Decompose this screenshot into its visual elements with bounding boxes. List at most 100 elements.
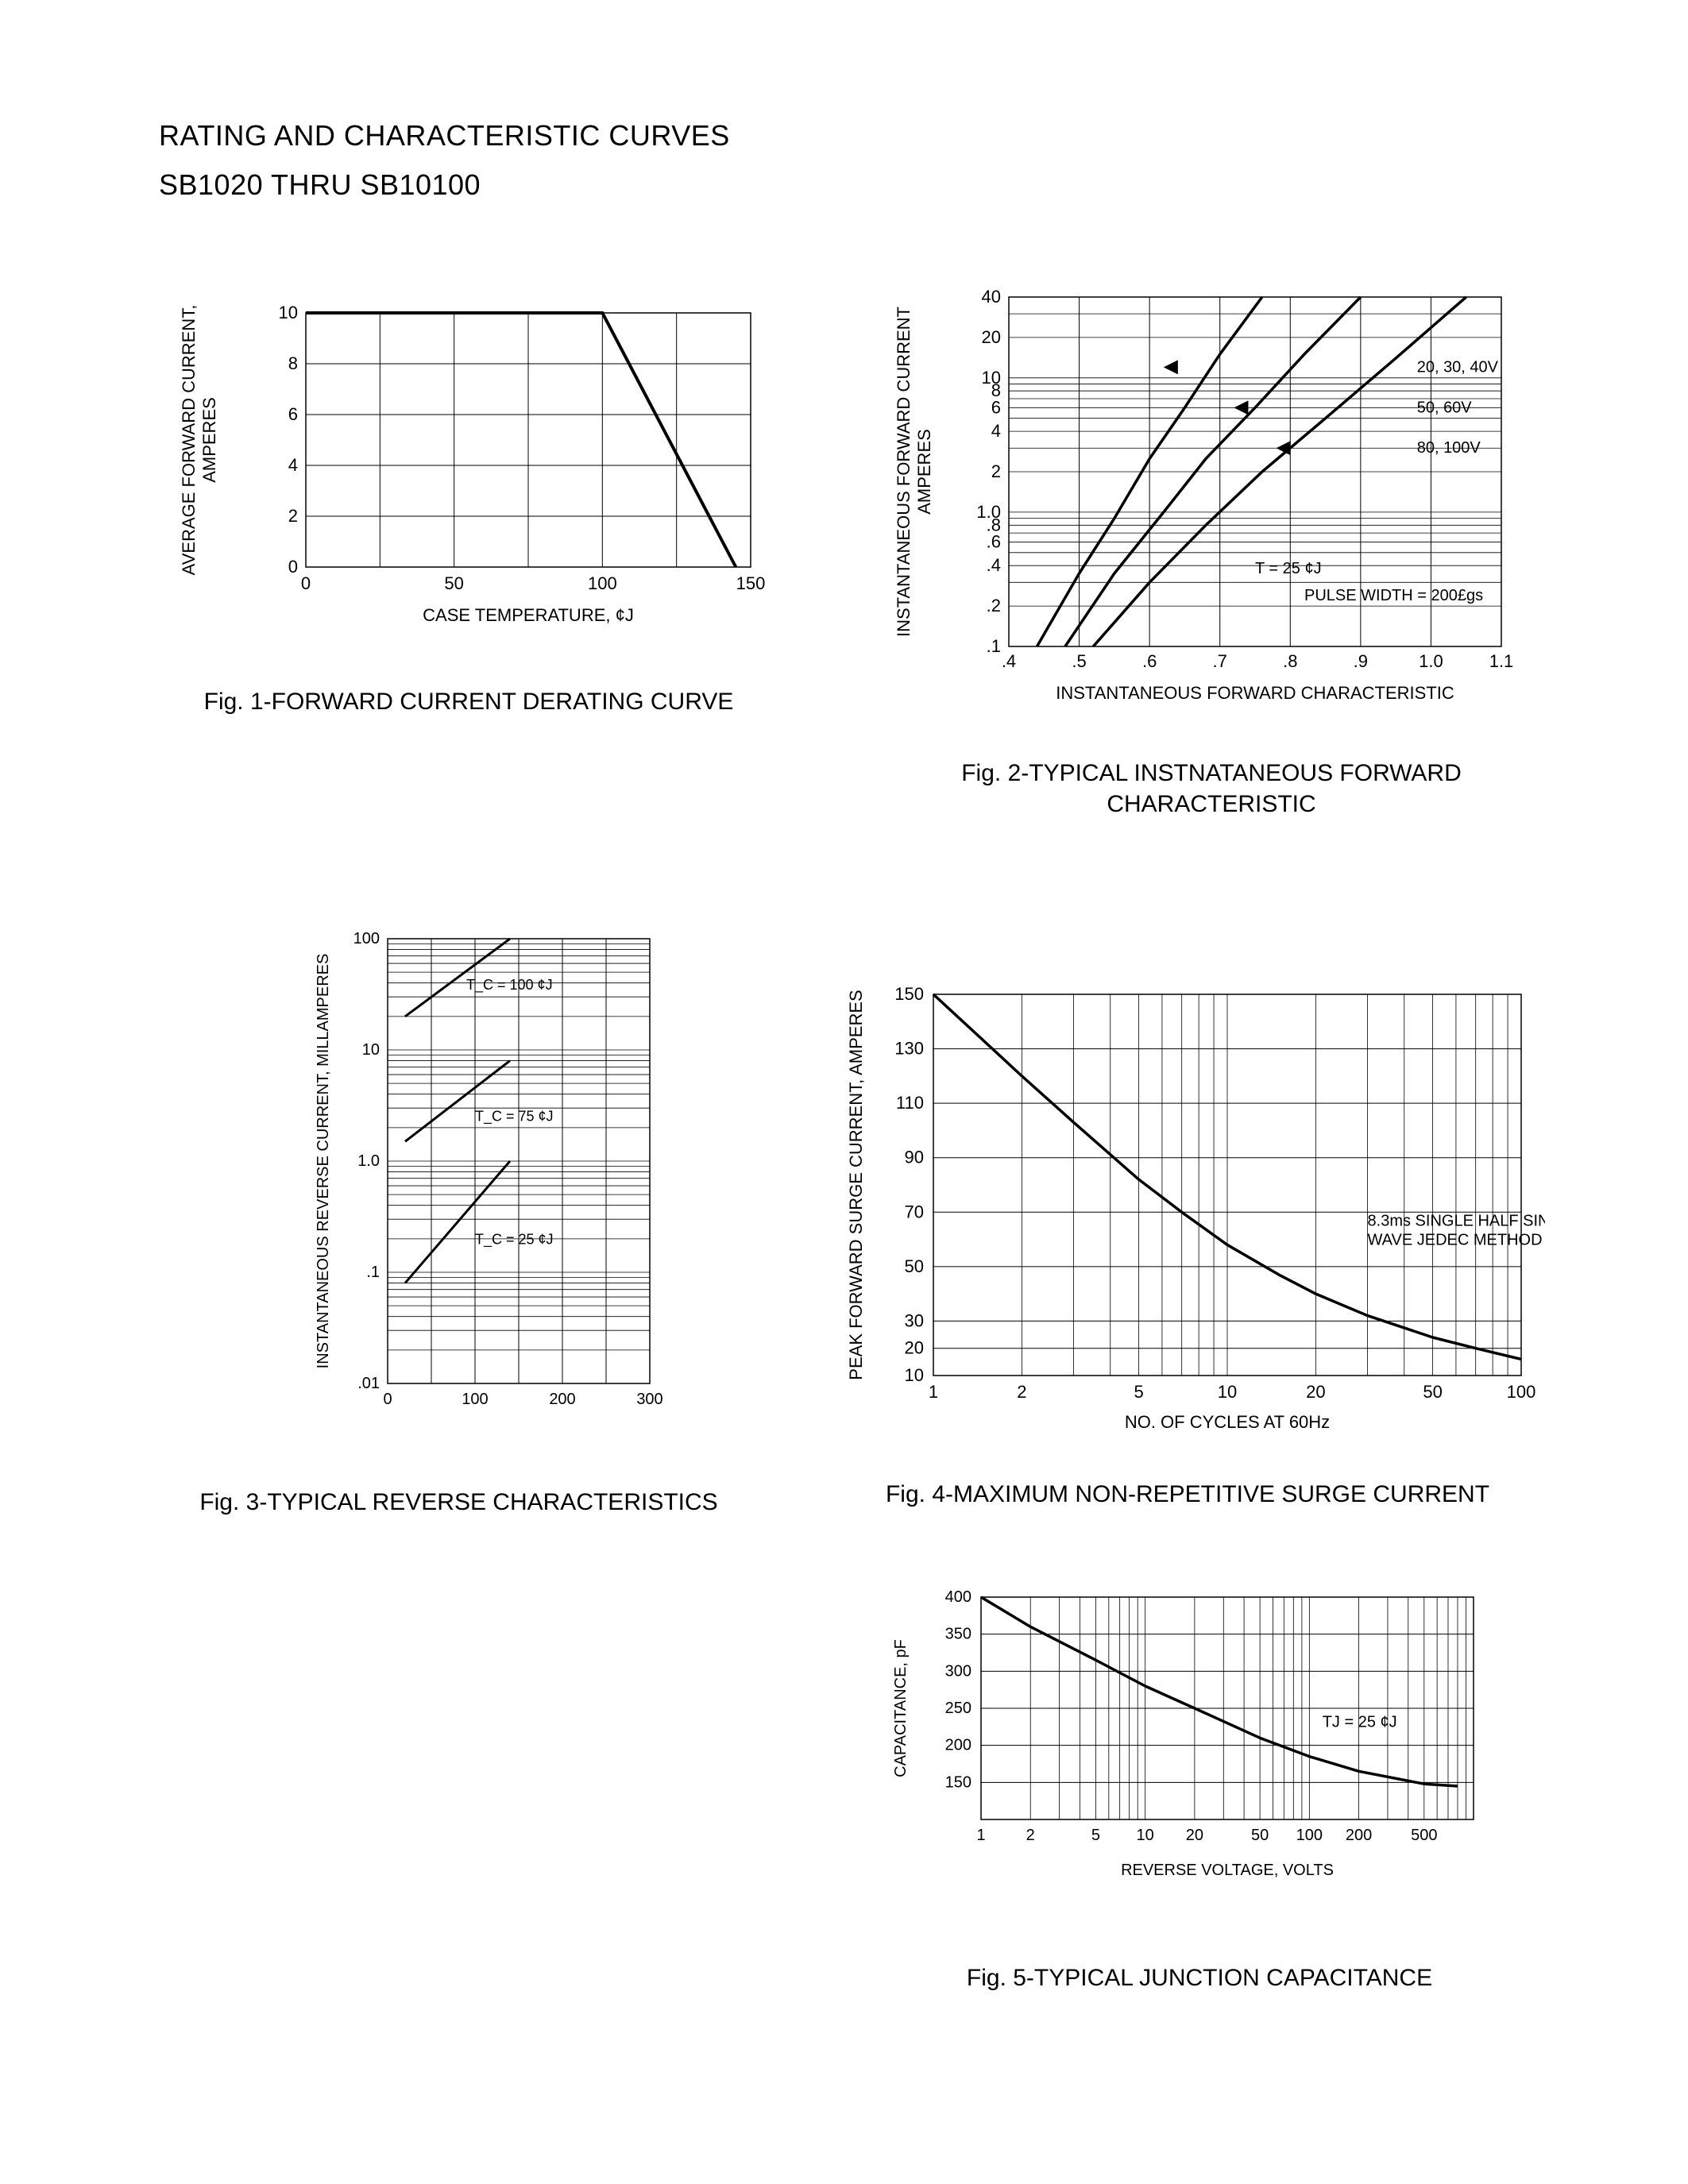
svg-text:10: 10 — [361, 1041, 379, 1059]
svg-text:5: 5 — [1134, 1382, 1143, 1402]
svg-text:PULSE WIDTH = 200£gs: PULSE WIDTH = 200£gs — [1304, 587, 1483, 604]
svg-text:1.0: 1.0 — [1419, 651, 1443, 671]
page-subtitle: SB1020 THRU SB10100 — [159, 168, 1545, 202]
page-header: RATING AND CHARACTERISTIC CURVES SB1020 … — [159, 119, 1545, 202]
svg-text:0: 0 — [288, 557, 298, 577]
figure-5: 125102050100200500150200250300350400REVE… — [870, 1581, 1529, 1993]
svg-text:4: 4 — [991, 421, 1001, 441]
svg-text:80, 100V: 80, 100V — [1417, 439, 1481, 457]
svg-text:110: 110 — [896, 1093, 924, 1113]
svg-text:.2: .2 — [987, 596, 1001, 615]
svg-text:AMPERES: AMPERES — [199, 397, 219, 483]
figure-1-caption: Fig. 1-FORWARD CURRENT DERATING CURVE — [204, 686, 734, 717]
svg-text:1.0: 1.0 — [976, 502, 1001, 522]
svg-text:10: 10 — [982, 368, 1001, 388]
figure-1-chart: 0 50 100 150 0 2 4 6 8 10 CASE TEMPERATURE, ¢J AVER… — [159, 281, 778, 654]
svg-text:NO. OF CYCLES AT 60Hz: NO. OF CYCLES AT 60Hz — [1125, 1412, 1330, 1432]
svg-text:.5: .5 — [1072, 651, 1086, 671]
svg-text:.1: .1 — [366, 1264, 380, 1281]
svg-text:.4: .4 — [1002, 651, 1016, 671]
svg-text:CASE TEMPERATURE, ¢J: CASE TEMPERATURE, ¢J — [423, 605, 634, 625]
svg-text:300: 300 — [945, 1662, 971, 1680]
svg-text:200: 200 — [549, 1391, 575, 1408]
svg-text:40: 40 — [982, 287, 1001, 307]
svg-text:CAPACITANCE, pF: CAPACITANCE, pF — [892, 1639, 910, 1777]
svg-text:90: 90 — [905, 1148, 924, 1167]
svg-text:2: 2 — [288, 506, 298, 526]
figure-4-chart: 125102050100102030507090110130150NO. OF … — [830, 978, 1545, 1455]
svg-text:100: 100 — [588, 573, 617, 593]
svg-text:T_C = 25 ¢J: T_C = 25 ¢J — [475, 1231, 554, 1248]
svg-text:.7: .7 — [1213, 651, 1227, 671]
svg-text:5: 5 — [1091, 1827, 1100, 1844]
svg-text:250: 250 — [945, 1700, 971, 1717]
svg-text:50, 60V: 50, 60V — [1417, 399, 1473, 416]
svg-text:2: 2 — [1017, 1382, 1026, 1402]
svg-text:4: 4 — [288, 455, 298, 475]
svg-text:TJ = 25 ¢J: TJ = 25 ¢J — [1323, 1713, 1397, 1731]
svg-text:150: 150 — [945, 1773, 971, 1791]
figure-1: 0 50 100 150 0 2 4 6 8 10 CASE TEMPERATURE, ¢J AVER… — [159, 281, 778, 717]
svg-text:T_C = 75 ¢J: T_C = 75 ¢J — [475, 1108, 554, 1125]
svg-text:20: 20 — [905, 1338, 924, 1358]
svg-text:50: 50 — [1251, 1827, 1269, 1844]
svg-text:T = 25 ¢J: T = 25 ¢J — [1255, 560, 1322, 577]
svg-text:300: 300 — [636, 1391, 662, 1408]
svg-text:1: 1 — [976, 1827, 985, 1844]
svg-text:150: 150 — [894, 984, 924, 1004]
svg-text:AVERAGE FORWARD CURRENT,: AVERAGE FORWARD CURRENT, — [179, 305, 199, 576]
figure-3-chart: 0100200300.01.11.010100INSTANTANEOUS REV… — [78, 915, 697, 1455]
svg-text:50: 50 — [905, 1256, 924, 1276]
svg-text:10: 10 — [905, 1365, 924, 1385]
svg-text:.9: .9 — [1354, 651, 1368, 671]
svg-text:0: 0 — [301, 573, 311, 593]
svg-text:1.0: 1.0 — [357, 1152, 380, 1170]
svg-text:20: 20 — [1306, 1382, 1325, 1402]
svg-text:.6: .6 — [1142, 651, 1157, 671]
figures-container: 0501001500246810CASE TEMPERATURE, ¢JAVER… — [159, 281, 1545, 1993]
svg-text:.01: .01 — [357, 1375, 380, 1392]
svg-text:INSTANTANEOUS FORWARD CURRENT: INSTANTANEOUS FORWARD CURRENT — [894, 307, 914, 637]
svg-text:2: 2 — [991, 461, 1001, 481]
svg-text:100: 100 — [353, 930, 379, 947]
svg-text:8: 8 — [288, 353, 298, 373]
row-3: 125102050100200500150200250300350400REVE… — [159, 1581, 1545, 1993]
figure-3: 0100200300.01.11.010100INSTANTANEOUS REV… — [159, 915, 759, 1518]
svg-text:PEAK FORWARD SURGE CURRENT, AM: PEAK FORWARD SURGE CURRENT, AMPERES — [846, 990, 866, 1379]
svg-text:.4: .4 — [987, 555, 1001, 575]
svg-text:10: 10 — [1218, 1382, 1237, 1402]
svg-text:150: 150 — [736, 573, 766, 593]
svg-text:WAVE JEDEC METHOD: WAVE JEDEC METHOD — [1368, 1231, 1543, 1248]
figure-2-caption: Fig. 2-TYPICAL INSTNATANEOUS FORWARD CHA… — [961, 758, 1462, 820]
svg-text:.8: .8 — [1283, 651, 1297, 671]
figure-4-caption: Fig. 4-MAXIMUM NON-REPETITIVE SURGE CURR… — [886, 1479, 1489, 1510]
svg-text:10: 10 — [1137, 1827, 1154, 1844]
svg-text:200: 200 — [1346, 1827, 1372, 1844]
svg-text:130: 130 — [894, 1039, 924, 1059]
datasheet-page: RATING AND CHARACTERISTIC CURVES SB1020 … — [0, 0, 1688, 2184]
svg-text:1: 1 — [929, 1382, 938, 1402]
figure-5-chart: 125102050100200500150200250300350400REVE… — [870, 1581, 1529, 1931]
svg-text:10: 10 — [279, 303, 298, 322]
svg-text:AMPERES: AMPERES — [914, 429, 934, 515]
svg-text:20: 20 — [1186, 1827, 1203, 1844]
svg-text:.1: .1 — [987, 636, 1001, 656]
svg-text:INSTANTANEOUS REVERSE CURRENT,: INSTANTANEOUS REVERSE CURRENT, MILLAMPER… — [315, 954, 332, 1369]
svg-text:2: 2 — [1026, 1827, 1035, 1844]
svg-text:50: 50 — [444, 573, 463, 593]
svg-text:0: 0 — [383, 1391, 392, 1408]
svg-text:50: 50 — [1423, 1382, 1442, 1402]
svg-text:70: 70 — [905, 1202, 924, 1221]
svg-text:100: 100 — [1507, 1382, 1536, 1402]
svg-text:500: 500 — [1411, 1827, 1437, 1844]
figure-2: .4.5.6.7.8.91.01.1.1.2.4.6.81.0246810204… — [882, 281, 1541, 820]
svg-text:20: 20 — [982, 327, 1001, 347]
svg-text:6: 6 — [288, 404, 298, 424]
row-2: 0 100 200 300 .01 .1 1.0 10 100 INSTANTANEOUS REV… — [159, 915, 1545, 1518]
svg-text:1.1: 1.1 — [1489, 651, 1514, 671]
figure-4: 125102050100102030507090110130150NO. OF … — [830, 915, 1545, 1510]
svg-text:350: 350 — [945, 1626, 971, 1643]
figure-3-caption: Fig. 3-TYPICAL REVERSE CHARACTERISTICS — [199, 1487, 717, 1518]
svg-text:INSTANTANEOUS FORWARD CHARACTE: INSTANTANEOUS FORWARD CHARACTERISTIC — [1056, 683, 1454, 703]
svg-text:400: 400 — [945, 1588, 971, 1606]
